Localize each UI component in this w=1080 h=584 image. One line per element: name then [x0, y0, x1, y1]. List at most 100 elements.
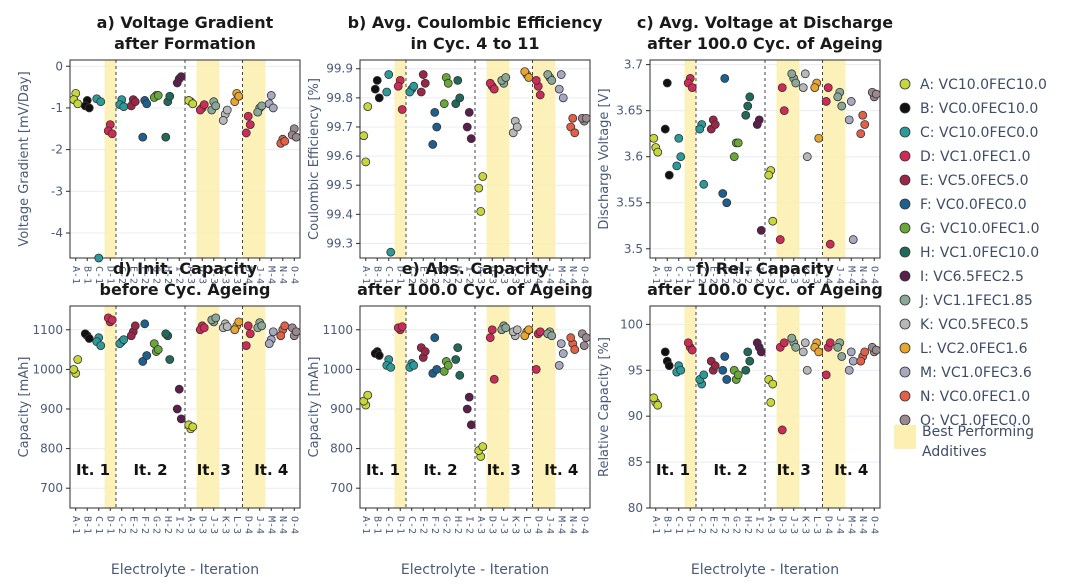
data-point	[84, 334, 94, 343]
data-point	[846, 347, 856, 357]
x-tick-label: O-4	[288, 266, 299, 284]
data-point	[846, 97, 856, 106]
x-tick-label: J-4	[834, 516, 845, 534]
legend-marker	[899, 198, 911, 210]
x-tick-label: C-2	[406, 516, 417, 534]
x-tick-label: A-3	[475, 516, 486, 534]
data-point	[359, 396, 369, 406]
y-tick-label: 3.5	[624, 242, 643, 256]
legend-entry: E: VC5.0FEC5.0	[920, 173, 1029, 189]
data-point	[199, 100, 209, 110]
x-tick-label: B-1	[661, 266, 672, 284]
x-tick-label: J-3	[498, 516, 509, 534]
x-tick-label: H-2	[162, 266, 173, 284]
best-band	[822, 60, 834, 258]
x-tick-label: J-4	[834, 266, 845, 284]
x-axis-label: Electrolyte - Iteration	[401, 562, 549, 578]
data-point	[766, 398, 776, 407]
x-tick-label: B-1	[371, 516, 382, 534]
data-point	[710, 120, 720, 129]
best-band	[544, 306, 556, 508]
y-tick-label: 80	[628, 501, 643, 515]
x-tick-label: H-2	[742, 516, 753, 534]
data-point	[756, 225, 766, 235]
data-point	[860, 120, 870, 129]
data-point	[699, 179, 709, 189]
legend-entry: J: VC1.1FEC1.85	[919, 293, 1033, 309]
x-tick-label: K-3	[509, 516, 520, 534]
y-tick-label: 1000	[322, 362, 353, 376]
data-point	[821, 97, 831, 106]
y-tick-label: -4	[51, 226, 63, 240]
data-point	[241, 341, 251, 351]
x-tick-label: J-4	[544, 516, 555, 534]
x-tick-label: D-3	[776, 266, 787, 284]
data-point	[837, 352, 847, 361]
plot-frame	[69, 59, 301, 259]
y-tick-label: 1000	[32, 362, 63, 376]
x-tick-label: D-3	[486, 266, 497, 284]
data-point	[676, 152, 686, 162]
data-point	[687, 345, 697, 355]
data-point	[176, 414, 186, 424]
x-tick-label: A-1	[70, 516, 81, 534]
legend-entry: L: VC2.0FEC1.6	[920, 341, 1028, 357]
data-point	[800, 338, 810, 348]
panel-2: 3.7 3.65 3.6 3.55 3.5 A-1 B-1 C-1 D-1 C-2 E-2 F-2 G-…	[597, 13, 893, 284]
panel-title: in Cyc. 4 to 11	[411, 34, 540, 53]
data-point	[720, 74, 730, 83]
data-point	[420, 347, 430, 356]
iteration-label: It. 4	[834, 461, 868, 479]
data-point	[524, 325, 534, 335]
data-point	[858, 110, 868, 120]
x-tick-label: L-3	[811, 266, 822, 284]
data-point	[361, 157, 371, 167]
legend-entry: K: VC0.5FEC0.5	[920, 317, 1029, 333]
data-point	[161, 329, 171, 339]
y-tick-label: 900	[330, 402, 353, 416]
x-tick-label: D-1	[104, 516, 115, 534]
data-point	[397, 322, 407, 331]
best-band	[544, 60, 556, 258]
plot-frame	[649, 59, 881, 259]
legend-entry: I: VC6.5FEC2.5	[920, 269, 1024, 285]
y-tick-label: 900	[40, 402, 63, 416]
data-point	[844, 115, 854, 125]
data-point	[837, 101, 847, 111]
best-band	[196, 60, 208, 258]
data-point	[451, 355, 461, 364]
legend-best-label: Best Performing	[922, 424, 1034, 440]
best-band	[532, 306, 544, 508]
x-tick-label: A-1	[650, 266, 661, 284]
data-point	[520, 331, 530, 341]
y-tick-label: -3	[51, 184, 63, 198]
data-point	[745, 92, 755, 102]
data-point	[462, 404, 472, 414]
legend-marker	[899, 390, 911, 402]
data-point	[554, 361, 564, 370]
legend-marker	[899, 222, 911, 234]
data-point	[478, 172, 488, 181]
data-point	[653, 400, 663, 410]
x-tick-label: M-4	[555, 516, 566, 534]
data-point	[791, 342, 801, 352]
data-point	[501, 73, 511, 82]
x-tick-label: E-2	[707, 266, 718, 284]
y-tick-label: 3.65	[616, 104, 643, 118]
data-point	[165, 355, 175, 364]
data-point	[570, 128, 580, 138]
x-tick-label: C-1	[673, 266, 684, 284]
y-axis-label: Discharge Voltage [V]	[597, 88, 612, 229]
plot-frame	[649, 305, 881, 509]
data-point	[531, 75, 541, 85]
y-axis-label: Coulombic Efficiency [%]	[307, 78, 322, 240]
data-point	[718, 189, 728, 198]
data-point	[188, 422, 198, 432]
data-point	[856, 356, 866, 366]
x-tick-label: N-4	[277, 516, 288, 534]
legend-marker	[899, 318, 911, 330]
data-point	[430, 333, 440, 343]
legend: A: VC10.0FEC10.0 B: VC0.0FEC10.0 C: VC10.0…	[894, 77, 1047, 460]
x-tick-label: D-1	[394, 266, 405, 284]
data-point	[871, 89, 881, 99]
